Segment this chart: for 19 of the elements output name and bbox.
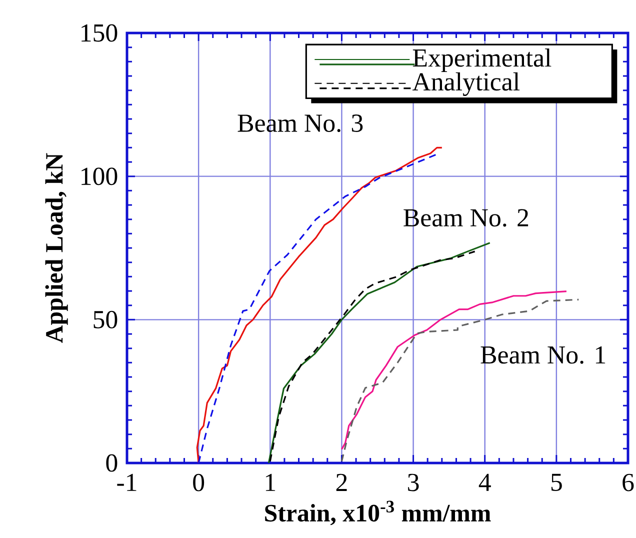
annotation: Beam No. 2 <box>404 209 528 227</box>
x-tick-label: 4 <box>478 474 491 491</box>
x-tick-label: 3 <box>408 474 419 492</box>
x-tick-label: 6 <box>622 474 634 492</box>
legend-label: Analytical <box>412 72 520 96</box>
x-tick-label: 2 <box>336 474 347 491</box>
x-tick-label: -1 <box>117 474 136 491</box>
y-tick-label: 50 <box>94 310 118 328</box>
y-tick-label: 100 <box>82 168 118 186</box>
x-tick-label: 5 <box>551 474 562 492</box>
x-axis-title: Strain, x10$^{-3}$ mm/mm <box>265 500 491 526</box>
x-tick-label: 1 <box>266 474 276 491</box>
y-tick-label: 150 <box>82 24 118 42</box>
annotation: Beam No. 3 <box>238 114 363 132</box>
y-tick-label: 0 <box>106 454 118 472</box>
y-axis-title: Applied Load, kN <box>45 153 68 343</box>
legend-label: Experimental <box>412 48 552 72</box>
x-tick-label: 0 <box>193 474 204 492</box>
annotation: Beam No. 1 <box>480 346 606 364</box>
